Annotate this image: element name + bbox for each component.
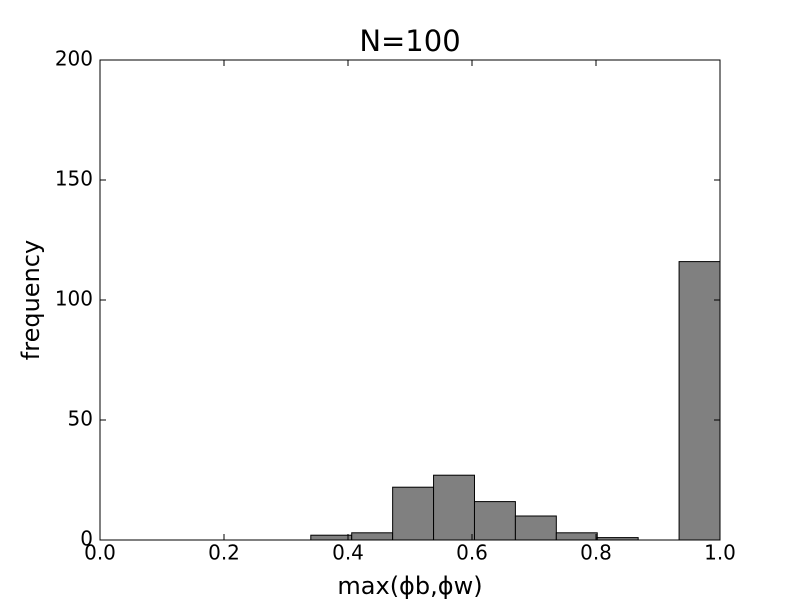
bar xyxy=(473,501,516,541)
x-tick-label: 0.4 xyxy=(332,541,364,565)
x-tick-label: 1.0 xyxy=(704,541,736,565)
x-tick-label: 0.8 xyxy=(580,541,612,565)
bar xyxy=(392,486,435,541)
y-tick-label: 0 xyxy=(80,527,93,551)
bar xyxy=(514,515,557,541)
y-tick-label: 50 xyxy=(68,407,93,431)
bar xyxy=(678,261,721,541)
y-tick-label: 200 xyxy=(55,47,93,71)
x-tick-label: 0.0 xyxy=(84,541,116,565)
chart-title: N=100 xyxy=(359,24,460,58)
x-tick-label: 0.6 xyxy=(456,541,488,565)
bar xyxy=(555,532,598,541)
y-tick-label: 100 xyxy=(55,287,93,311)
bar xyxy=(433,474,475,541)
y-tick-label: 150 xyxy=(55,167,93,191)
bar xyxy=(310,534,353,541)
x-axis-label: max(ϕb,ϕw) xyxy=(337,572,482,600)
x-tick-label: 0.2 xyxy=(208,541,240,565)
plot-frame xyxy=(99,59,721,541)
y-axis-label: frequency xyxy=(17,240,45,360)
bar xyxy=(351,532,394,541)
